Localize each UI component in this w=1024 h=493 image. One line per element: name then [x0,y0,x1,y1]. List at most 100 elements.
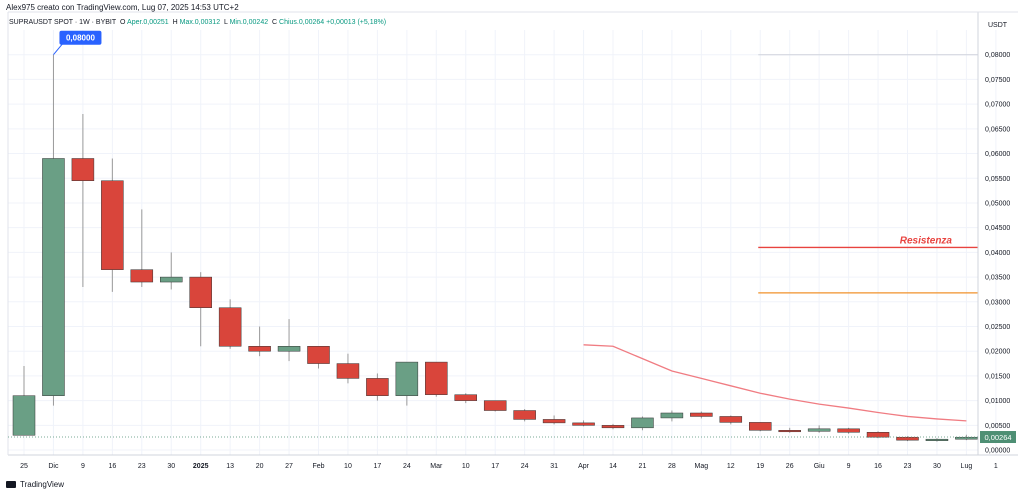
candle[interactable] [631,416,654,431]
x-tick-label: Giu [814,463,825,470]
footer-brand[interactable]: TradingView [6,480,64,489]
footer-brand-text: TradingView [20,480,65,489]
candle[interactable] [572,420,595,427]
candle[interactable] [12,366,36,436]
candle[interactable] [336,353,360,384]
candle[interactable] [277,319,301,362]
candle[interactable] [749,422,772,432]
candle[interactable] [542,415,566,425]
x-tick-label: Apr [578,463,590,470]
y-tick-label: 0,02000 [985,349,1010,356]
candle[interactable] [189,272,212,347]
y-tick-label: 0,06500 [985,126,1010,133]
last-price-badge[interactable] [980,431,1016,444]
moving-average-line[interactable] [583,344,967,422]
candle-body-up [631,417,654,429]
x-tick-label: 19 [756,463,764,470]
y-tick-label: 0,03500 [985,275,1010,282]
x-tick-label: 16 [108,463,116,470]
candle[interactable] [483,400,507,412]
x-tick-label: 14 [609,463,617,470]
y-tick-label: 0,04500 [985,225,1010,232]
high-badge[interactable] [59,30,102,45]
candle[interactable] [425,361,448,397]
candle[interactable] [807,425,831,433]
close-label: C [272,19,278,26]
x-tick-label: 2025 [193,463,209,470]
candle-body-down [542,419,566,424]
candle[interactable] [71,114,95,287]
candle[interactable] [896,436,919,442]
candle[interactable] [955,434,978,441]
candle-body-down [690,412,713,417]
y-tick-label: 0,00000 [985,448,1010,455]
low-value: Min.0,00242 [229,19,269,26]
candle-body-down [189,276,212,308]
candle-body-down [366,378,389,396]
high-label: H [172,19,178,26]
candle[interactable] [719,415,743,425]
change-value: +0,00013 (+5,18%) [326,19,387,26]
candle[interactable] [837,427,860,434]
low-label: L [223,19,228,26]
x-tick-label: Mar [430,463,443,470]
symbol-legend[interactable]: SUPRAUSDT SPOT · 1W · BYBIT O Aper.0,002… [9,19,387,26]
x-tick-label: 9 [847,463,851,470]
last-price-label: 0,00264 [984,433,1011,442]
y-tick-label: 0,04000 [985,250,1010,257]
candle[interactable] [690,411,713,419]
close-value: Chius.0,00264 [279,19,325,26]
x-tick-label: 31 [550,463,558,470]
candle-body-up [955,436,978,440]
candle[interactable] [366,373,389,401]
symbol-interval: 1W [79,19,90,26]
candle[interactable] [660,410,684,422]
x-tick-label: 9 [81,463,85,470]
y-tick-label: 0,05000 [985,200,1010,207]
candle[interactable] [454,393,477,404]
x-tick-label: Feb [312,463,324,470]
candle[interactable] [601,423,625,430]
candle-body-down [218,307,242,347]
x-tick-label: 23 [904,463,912,470]
x-tick-label: 28 [668,463,676,470]
x-tick-label: 24 [403,463,411,470]
high-badge-label: 0,08000 [66,34,95,43]
candle-body-down [483,400,507,411]
candle[interactable] [307,346,330,369]
candle[interactable] [248,326,271,357]
candle[interactable] [101,158,124,292]
axes-layer[interactable]: USDT 0,08000 0,07500 0,07000 0,06500 0,06000 0… [7,11,1018,470]
y-tick-label: 0,02500 [985,324,1010,331]
candle-body-up [807,428,831,432]
candle[interactable] [218,299,242,349]
candle[interactable] [395,361,419,406]
symbol-exchange: BYBIT [95,19,117,26]
y-tick-label: 0,05500 [985,176,1010,183]
x-tick-label: 23 [138,463,146,470]
y-tick-label: 0,06000 [985,151,1010,158]
candle[interactable] [778,427,801,433]
candle[interactable] [42,54,65,406]
resistance-label: Resistenza [900,235,953,246]
x-tick-label: 1 [994,463,998,470]
x-tick-label: Lug [961,463,973,470]
x-tick-label: Mag [695,463,709,470]
candle[interactable] [160,252,183,290]
y-tick-label: 0,07500 [985,77,1010,84]
candle[interactable] [130,209,154,287]
x-tick-label: Dic [48,463,59,470]
grid-layer [8,30,997,455]
candle-body-down [130,269,154,283]
candle-body-up [277,346,301,352]
candle-body-up [12,395,36,436]
currency-label[interactable]: USDT [988,22,1008,29]
moving-average-layer [583,344,967,422]
candle-body-down [749,422,772,431]
candle[interactable] [925,438,949,442]
candle[interactable] [513,409,536,422]
candle-body-down [719,416,743,423]
tradingview-logo-icon [6,481,16,488]
x-tick-label: 17 [374,463,382,470]
